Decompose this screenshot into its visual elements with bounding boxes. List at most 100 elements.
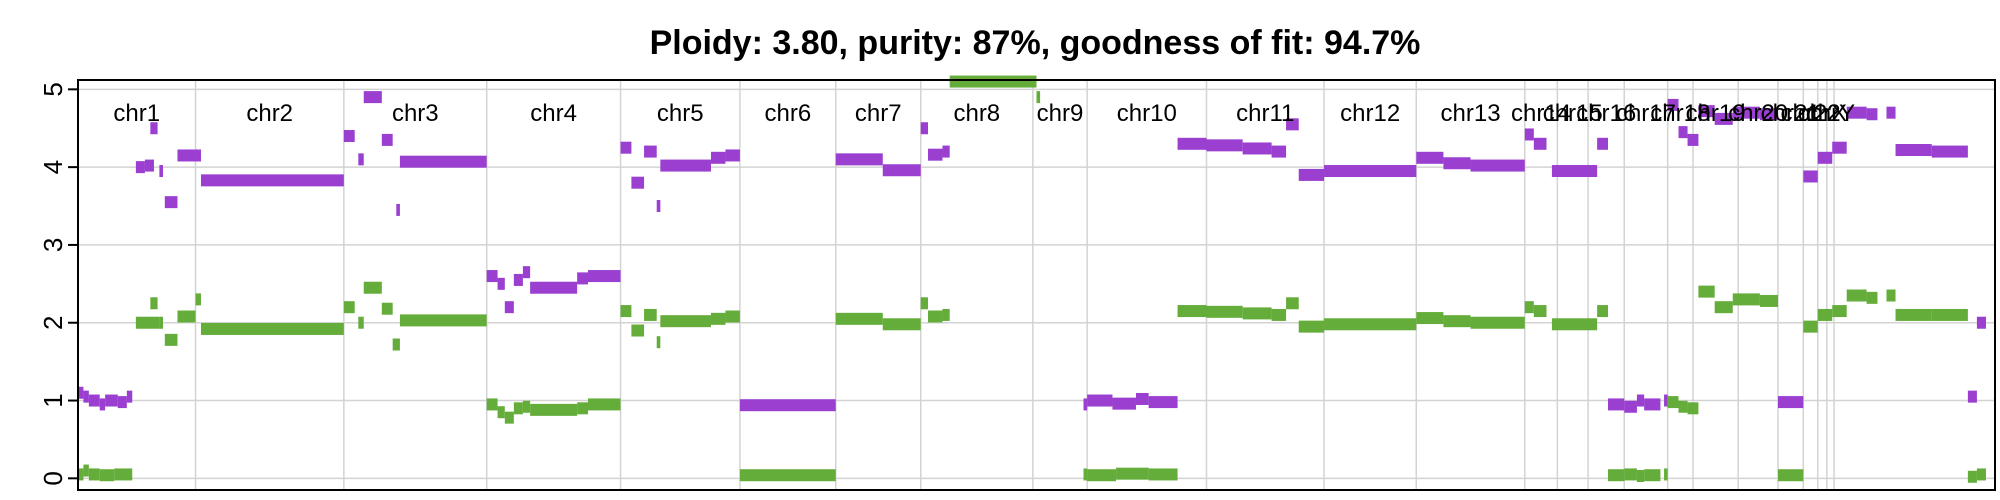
minor-segment xyxy=(644,308,657,321)
major-segment xyxy=(1866,108,1878,121)
chromosome-label-chr11: chr11 xyxy=(1236,100,1294,127)
chromosome-label-chr15: chr15 xyxy=(1543,100,1603,127)
major-segment xyxy=(1470,159,1525,172)
major-segment xyxy=(1687,133,1699,146)
minor-segment xyxy=(1624,468,1637,481)
major-segment xyxy=(1698,105,1715,118)
minor-segment xyxy=(1524,301,1534,314)
chromosome-label-chrX: chrX xyxy=(1798,100,1847,127)
major-segment xyxy=(88,394,100,407)
major-segment xyxy=(587,270,621,283)
minor-segment xyxy=(1286,297,1299,310)
y-tick-label: 0 xyxy=(38,471,68,485)
minor-segment xyxy=(88,468,100,481)
minor-segment xyxy=(150,297,158,310)
minor-segment xyxy=(99,469,115,482)
major-segment xyxy=(1636,394,1645,407)
minor-segment xyxy=(363,281,382,294)
chromosome-label-chr1: chr1 xyxy=(113,100,160,127)
minor-segment xyxy=(513,402,523,415)
y-tick-label: 2 xyxy=(38,315,68,329)
minor-segment xyxy=(1846,289,1867,302)
minor-segment xyxy=(577,402,588,415)
major-segment xyxy=(1976,316,1986,329)
minor-segment xyxy=(1551,318,1598,331)
minor-segment xyxy=(195,293,201,306)
minor-segment xyxy=(1636,469,1645,482)
major-segment xyxy=(358,153,364,166)
major-segment xyxy=(656,200,661,213)
minor-segment xyxy=(739,469,836,482)
minor-segment xyxy=(1083,468,1088,481)
chromosome-label-chr5: chr5 xyxy=(657,100,704,127)
plot-frame xyxy=(77,79,1996,491)
minor-segment xyxy=(1698,285,1715,298)
minor-segment xyxy=(530,403,578,416)
minor-segment xyxy=(835,312,883,325)
major-segment xyxy=(1803,170,1818,183)
y-tick-label: 4 xyxy=(38,160,68,174)
major-copy-number-segments xyxy=(78,91,1986,413)
major-segment xyxy=(1667,98,1679,111)
major-segment xyxy=(1732,106,1760,119)
minor-segment xyxy=(725,310,740,323)
major-segment xyxy=(1967,390,1977,403)
major-segment xyxy=(1087,394,1113,407)
y-tick-label: 1 xyxy=(38,393,68,407)
major-segment xyxy=(1298,168,1325,181)
y-tick-label: 5 xyxy=(38,82,68,96)
major-segment xyxy=(644,145,657,158)
major-segment xyxy=(195,149,201,162)
major-segment xyxy=(83,390,89,403)
minor-copy-number-segments xyxy=(78,75,1986,483)
minor-segment xyxy=(1116,467,1149,480)
major-segment xyxy=(1759,108,1778,121)
major-segment xyxy=(1083,398,1088,411)
major-segment xyxy=(660,159,711,172)
major-segment xyxy=(1886,106,1896,119)
minor-segment xyxy=(135,316,160,329)
grid xyxy=(78,88,1995,480)
major-segment xyxy=(1846,106,1867,119)
minor-segment xyxy=(1931,308,1968,321)
chromosome-label-chr10: chr10 xyxy=(1117,100,1177,127)
major-segment xyxy=(144,159,154,172)
major-segment xyxy=(200,174,344,187)
minor-segment xyxy=(358,316,364,329)
y-tick-label: 3 xyxy=(38,238,68,252)
chromosome-label-chr18: chr18 xyxy=(1650,100,1710,127)
major-segment xyxy=(1324,165,1417,178)
minor-segment xyxy=(78,468,84,481)
minor-segment xyxy=(1242,307,1272,320)
major-segment xyxy=(1714,112,1733,125)
minor-segment xyxy=(942,308,950,321)
chromosome-label-chr6: chr6 xyxy=(764,100,811,127)
minor-segment xyxy=(1087,469,1117,482)
major-segment xyxy=(530,281,578,294)
major-segment xyxy=(78,386,84,399)
major-segment xyxy=(1271,145,1287,158)
major-segment xyxy=(399,155,487,168)
major-segment xyxy=(1832,141,1847,154)
major-segment xyxy=(1206,139,1243,152)
major-segment xyxy=(1177,137,1207,150)
chromosome-label-chr19: chr19 xyxy=(1686,100,1746,127)
minor-segment xyxy=(1148,468,1178,481)
major-segment xyxy=(135,161,145,174)
chromosome-label-chr3: chr3 xyxy=(392,100,439,127)
major-segment xyxy=(1817,151,1833,164)
chromosome-labels: chr1 chr2 chr3 chr4 chr5 chr6 chr7 chr8 chr9 chr1… xyxy=(113,100,1855,127)
minor-segment xyxy=(1206,305,1243,318)
minor-segment xyxy=(1803,320,1818,333)
major-segment xyxy=(1895,144,1932,157)
major-segment xyxy=(522,266,531,279)
minor-segment xyxy=(920,297,928,310)
minor-segment xyxy=(1895,308,1932,321)
major-segment xyxy=(486,270,498,283)
minor-segment xyxy=(1036,91,1041,104)
chromosome-label-chr16: chr16 xyxy=(1576,100,1636,127)
minor-segment xyxy=(1470,316,1525,329)
minor-segment xyxy=(1644,469,1661,482)
minor-segment xyxy=(1866,291,1878,304)
minor-segment xyxy=(710,312,726,325)
